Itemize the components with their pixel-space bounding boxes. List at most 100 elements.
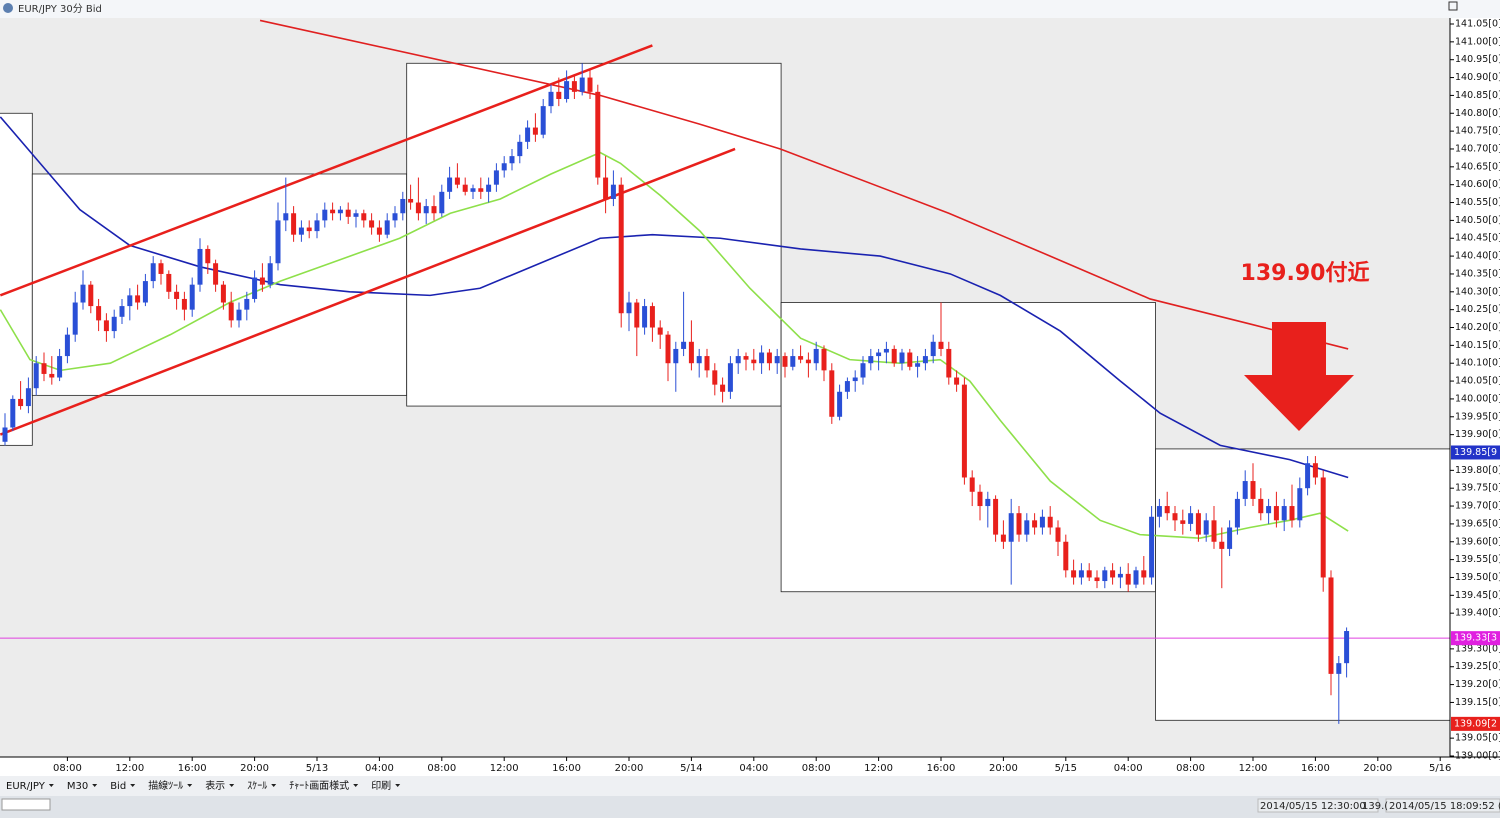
candle-body xyxy=(142,281,148,303)
y-tick-label: 139.75[0] xyxy=(1455,483,1500,494)
toolbar-item[interactable]: Bid xyxy=(110,781,126,792)
y-tick-label: 140.90[0] xyxy=(1455,72,1500,83)
candle-body xyxy=(868,356,874,364)
candle-body xyxy=(322,209,328,221)
y-tick-label: 140.85[0] xyxy=(1455,90,1500,101)
toolbar-item[interactable]: ｽｹｰﾙ xyxy=(247,780,267,792)
candle-body xyxy=(244,298,250,310)
candle-body xyxy=(345,209,351,217)
candle-body xyxy=(1102,570,1108,582)
candle-body xyxy=(454,177,460,185)
x-tick-label: 08:00 xyxy=(427,763,456,774)
candle-body xyxy=(798,356,804,360)
candle-body xyxy=(696,356,702,364)
toolbar-item[interactable]: EUR/JPY xyxy=(6,781,46,792)
y-tick-label: 139.45[0] xyxy=(1455,590,1500,601)
status-bar xyxy=(0,796,1500,818)
candle-body xyxy=(657,327,663,335)
candle-body xyxy=(946,348,952,378)
y-tick-label: 140.05[0] xyxy=(1455,376,1500,387)
moving-average xyxy=(0,116,1349,479)
x-tick-label: 20:00 xyxy=(615,763,644,774)
candle-body xyxy=(665,334,671,364)
candle-body xyxy=(353,213,359,217)
toolbar-item[interactable]: 描線ﾂｰﾙ xyxy=(148,779,183,792)
moving-average xyxy=(259,19,1349,350)
scrollbar[interactable] xyxy=(1,798,51,811)
status-clock: 2014/05/15 18:09:52 (Lo xyxy=(1389,801,1500,812)
candle-body xyxy=(993,498,999,535)
candle-body xyxy=(1055,527,1061,542)
candle-body xyxy=(595,91,601,178)
y-tick-label: 139.05[0] xyxy=(1455,733,1500,744)
candle-body xyxy=(252,277,258,299)
toolbar-items: EUR/JPY M30 Bid 描線ﾂｰﾙ 表示 ｽｹｰﾙ ﾁｬｰﾄ画面様式 印刷 xyxy=(6,779,401,792)
candle-body xyxy=(1039,516,1045,528)
candle-body xyxy=(213,263,219,285)
candle-body xyxy=(1016,513,1022,535)
candle-body xyxy=(1242,481,1248,499)
y-tick-label: 140.95[0] xyxy=(1455,54,1500,65)
candle-body xyxy=(517,141,523,157)
y-tick-label: 140.35[0] xyxy=(1455,268,1500,279)
candle-body xyxy=(571,81,577,92)
candle-body xyxy=(174,291,180,299)
candle-body xyxy=(1141,570,1147,578)
candle-body xyxy=(1320,477,1326,578)
candle-body xyxy=(1203,520,1209,535)
toolbar-item[interactable]: 印刷 xyxy=(371,780,391,792)
y-tick-label: 140.70[0] xyxy=(1455,143,1500,154)
candle-body xyxy=(821,348,827,371)
candle-body xyxy=(1195,513,1201,535)
app-icon xyxy=(3,3,13,13)
status-cell xyxy=(1385,798,1500,813)
candle-body xyxy=(88,284,94,307)
y-tick-label: 139.55[0] xyxy=(1455,554,1500,565)
y-tick-label: 139.30[0] xyxy=(1455,643,1500,654)
candle-body xyxy=(205,248,211,264)
candle-body xyxy=(969,477,975,492)
toolbar-item[interactable]: 表示 xyxy=(205,779,225,792)
candle-body xyxy=(376,227,382,235)
y-tick-label: 140.45[0] xyxy=(1455,233,1500,244)
scroll-button[interactable] xyxy=(1448,1,1458,11)
candle-body xyxy=(673,348,679,364)
candle-body xyxy=(1227,527,1233,549)
candle-body xyxy=(907,352,913,367)
candle-body xyxy=(1273,506,1279,521)
candle-body xyxy=(1219,541,1225,549)
candle-body xyxy=(228,302,234,321)
candle-body xyxy=(236,309,242,321)
arrow xyxy=(1244,322,1354,431)
price-marker xyxy=(1451,631,1500,646)
dropdown-arrow xyxy=(187,784,193,787)
x-tick-label: 04:00 xyxy=(1114,763,1143,774)
candle-body xyxy=(837,391,843,417)
y-tick-label: 140.10[0] xyxy=(1455,358,1500,369)
candle-body xyxy=(556,91,562,99)
y-tick-label: 140.55[0] xyxy=(1455,197,1500,208)
y-tick-label: 141.05[0] xyxy=(1455,19,1500,30)
y-tick-label: 140.00[0] xyxy=(1455,393,1500,404)
candle-body xyxy=(735,356,741,364)
candle-body xyxy=(930,341,936,357)
candle-body xyxy=(759,352,765,364)
candle-body xyxy=(127,295,133,307)
price-marker-label: 139.85[9 xyxy=(1454,447,1497,458)
x-tick-label: 16:00 xyxy=(552,763,581,774)
candle-body xyxy=(891,348,897,364)
dropdown-arrow xyxy=(229,784,235,787)
y-axis-panel xyxy=(1450,18,1500,775)
candle-body xyxy=(478,188,484,192)
candle-body xyxy=(1024,520,1030,535)
candle-body xyxy=(1234,498,1240,528)
candle-body xyxy=(790,356,796,367)
x-tick-label: 16:00 xyxy=(178,763,207,774)
x-tick-label: 08:00 xyxy=(802,763,831,774)
y-tick-label: 140.65[0] xyxy=(1455,161,1500,172)
candle-body xyxy=(306,227,312,232)
toolbar-item[interactable]: ﾁｬｰﾄ画面様式 xyxy=(289,779,349,792)
candle-body xyxy=(1328,577,1334,674)
candle-body xyxy=(10,398,16,428)
toolbar-item[interactable]: M30 xyxy=(67,781,88,792)
